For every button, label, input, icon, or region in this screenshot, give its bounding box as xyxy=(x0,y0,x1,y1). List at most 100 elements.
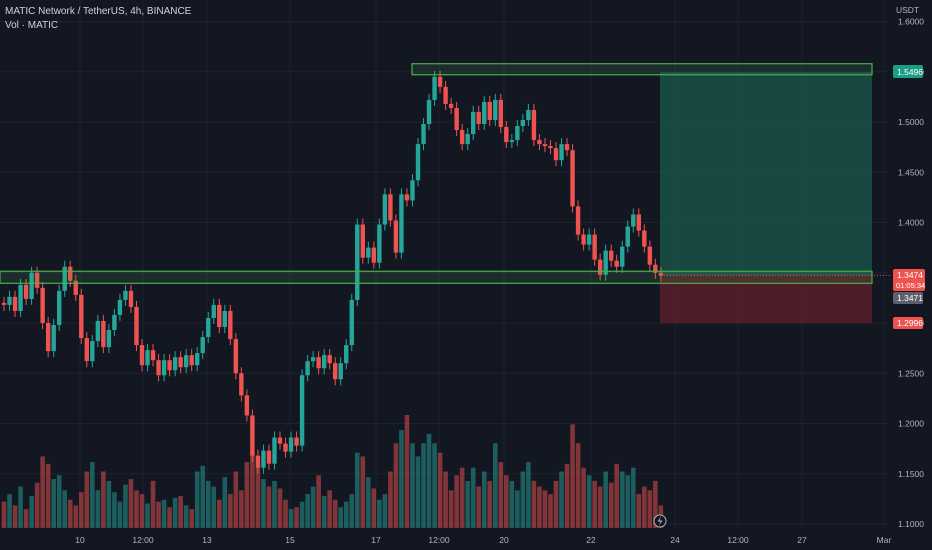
candle-body xyxy=(509,140,515,143)
volume-bar xyxy=(481,471,487,528)
volume-bar xyxy=(299,501,305,528)
time-tick-label: 12:00 xyxy=(727,535,749,545)
volume-bar xyxy=(321,495,327,528)
volume-bars xyxy=(1,415,664,528)
candle-body xyxy=(1,302,7,305)
volume-bar xyxy=(371,488,377,528)
candle-body xyxy=(299,375,305,446)
volume-bar xyxy=(454,475,459,528)
candle-body xyxy=(288,437,294,452)
candle-body xyxy=(112,314,117,331)
candle-body xyxy=(250,415,255,456)
volume-bar xyxy=(106,480,112,528)
candle-body xyxy=(404,194,410,201)
candle-body xyxy=(636,214,641,231)
volume-bar xyxy=(625,475,631,528)
candle-body xyxy=(355,224,360,300)
volume-bar xyxy=(112,492,117,528)
stop-price-label: 1.2996 xyxy=(897,318,923,328)
candle-body xyxy=(360,224,365,258)
volume-bar xyxy=(211,486,217,528)
candle-body xyxy=(564,144,570,151)
candle-body xyxy=(239,373,244,396)
volume-bar xyxy=(310,486,316,528)
volume-bar xyxy=(139,494,145,528)
candle-body xyxy=(189,355,194,366)
resistance-zone xyxy=(411,63,873,76)
zone-outlines[interactable] xyxy=(0,63,890,284)
candle-body xyxy=(487,101,492,120)
current-price-tag xyxy=(893,269,925,291)
candle-body xyxy=(498,99,503,128)
candle-body xyxy=(520,119,526,127)
volume-bar xyxy=(426,433,432,528)
volume-bar xyxy=(167,507,172,528)
candle-body xyxy=(548,146,553,149)
volume-bar xyxy=(520,471,526,528)
candle-body xyxy=(476,111,481,125)
candle-body xyxy=(145,350,150,366)
time-axis-ticks: 10 12:00 13 15 17 12:00 20 22 24 12:00 27 Mar xyxy=(75,535,891,545)
volume-bar xyxy=(228,494,233,528)
volume-bar xyxy=(410,443,415,528)
time-tick-label: 24 xyxy=(670,535,680,545)
candle-body xyxy=(172,357,178,371)
volume-bar xyxy=(592,480,597,528)
volume-bar xyxy=(1,501,7,528)
candle-body xyxy=(106,330,112,348)
volume-bar xyxy=(476,486,482,528)
candle-body xyxy=(642,230,647,247)
volume-bar xyxy=(294,507,299,528)
candle-body xyxy=(614,260,619,267)
volume-bar xyxy=(388,471,393,528)
volume-bar xyxy=(603,471,608,528)
candle-body xyxy=(95,320,101,342)
candle-body xyxy=(371,247,377,263)
volume-bar xyxy=(56,475,62,528)
candle-body xyxy=(150,350,156,361)
volume-bar xyxy=(570,424,575,528)
volume-bar xyxy=(255,467,261,528)
position-zones xyxy=(660,72,872,324)
volume-bar xyxy=(366,477,371,528)
volume-bar xyxy=(51,479,56,528)
profit-zone xyxy=(660,72,872,276)
candle-body xyxy=(515,126,520,141)
volume-bar xyxy=(492,443,498,528)
candle-body xyxy=(12,296,18,311)
candle-body xyxy=(575,206,581,235)
candle-body xyxy=(432,76,437,100)
candle-body xyxy=(123,290,128,300)
volume-bar xyxy=(608,482,614,528)
target-price-tag xyxy=(893,65,923,78)
candle-body xyxy=(57,290,62,326)
volume-bar xyxy=(244,462,250,528)
time-tick-label: 12:00 xyxy=(132,535,154,545)
symbol-header[interactable]: MATIC Network / TetherUS, 4h, BINANCE xyxy=(5,6,191,17)
replay-icon[interactable] xyxy=(653,514,667,528)
volume-bar xyxy=(283,499,288,528)
volume-bar xyxy=(29,495,34,528)
volume-legend[interactable]: Vol · MATIC xyxy=(5,20,58,31)
volume-bar xyxy=(316,475,321,528)
price-tags: 1.5496 1.3474 01:05:34 1.3471 1.2996 xyxy=(893,65,925,329)
volume-bar xyxy=(277,488,283,528)
price-axis-currency: USDT xyxy=(896,5,919,15)
volume-bar xyxy=(415,456,421,528)
volume-bar xyxy=(233,471,239,528)
candle-body xyxy=(228,310,233,340)
volume-bar xyxy=(172,497,178,528)
candle-body xyxy=(537,140,542,145)
volume-bar xyxy=(636,494,642,528)
symbol-title: MATIC Network / TetherUS, 4h, BINANCE xyxy=(5,6,192,17)
volume-bar xyxy=(504,475,509,528)
time-tick-label: 15 xyxy=(285,535,295,545)
candle-body xyxy=(586,234,592,245)
candle-body xyxy=(658,272,664,276)
candle-body xyxy=(421,124,426,145)
candle-body xyxy=(128,290,134,307)
volume-bar xyxy=(95,490,101,528)
volume-bar xyxy=(465,480,470,528)
volume-bar xyxy=(448,490,454,528)
